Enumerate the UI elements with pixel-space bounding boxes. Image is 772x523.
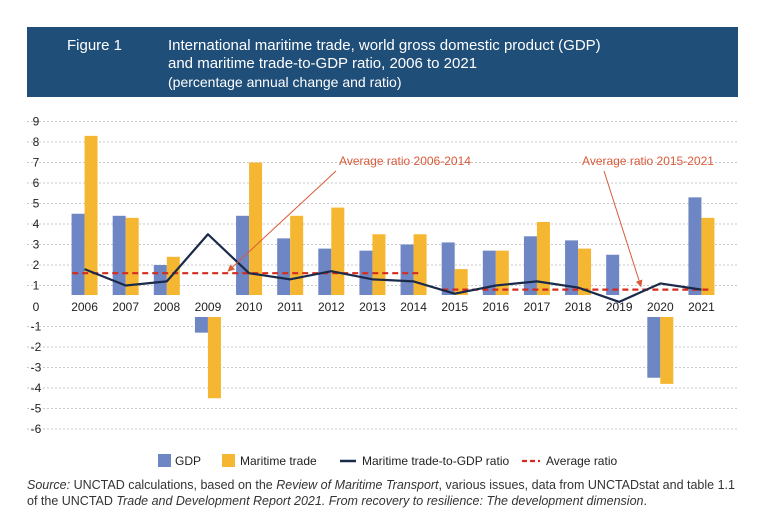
- x-tick-label: 2018: [565, 300, 592, 314]
- x-tick-label: 2007: [112, 300, 139, 314]
- y-tick-label: 2: [33, 258, 40, 272]
- gdp-bar: [71, 213, 85, 306]
- figure-label: Figure 1: [67, 37, 123, 54]
- gdp-bar: [606, 254, 620, 306]
- x-tick-label: 2016: [482, 300, 509, 314]
- source-italic-2: Trade and Development Report 2021. From …: [116, 494, 644, 508]
- gdp-bar: [688, 197, 702, 306]
- y-tick-label: 0: [33, 300, 40, 314]
- source-text-3: .: [643, 494, 647, 508]
- figure-title: International maritime trade, world gros…: [168, 37, 728, 91]
- maritime-bar: [207, 306, 221, 399]
- zero-line-group: [58, 295, 728, 317]
- x-tick-label: 2012: [318, 300, 345, 314]
- y-tick-label: -6: [31, 422, 42, 436]
- annotation-arrow-2006-2014: [227, 170, 337, 272]
- annotation-label-2006-2014: Average ratio 2006-2014: [339, 154, 471, 168]
- x-tick-label: 2011: [277, 300, 303, 314]
- legend-gdp-label: GDP: [175, 454, 201, 468]
- y-tick-label: 4: [33, 217, 40, 231]
- y-tick-label: -1: [31, 320, 42, 334]
- y-axis-labels: 9 8 7 6 5 4 3 2 1 0 -1 -2 -3 -4 -5 -6: [31, 115, 42, 437]
- gdp-bar: [236, 215, 250, 306]
- legend: GDP Maritime trade Maritime trade-to-GDP r…: [158, 454, 617, 468]
- average-lines: [72, 272, 710, 291]
- figure-title-line1: International maritime trade, world gros…: [168, 37, 601, 54]
- ratio-line-group: [84, 233, 702, 303]
- y-tick-label: 9: [33, 115, 40, 129]
- legend-gdp-swatch: [158, 454, 171, 467]
- maritime-bar: [84, 135, 98, 306]
- x-tick-label: 2014: [400, 300, 427, 314]
- x-tick-label: 2020: [647, 300, 674, 314]
- source-text-1: UNCTAD calculations, based on the: [70, 478, 277, 492]
- maritime-bar: [290, 215, 304, 306]
- x-tick-label: 2015: [441, 300, 468, 314]
- x-tick-label: 2010: [236, 300, 263, 314]
- y-tick-label: 1: [33, 279, 40, 293]
- maritime-bar: [249, 162, 263, 306]
- bars: [71, 135, 715, 399]
- legend-maritime-label: Maritime trade: [240, 454, 317, 468]
- maritime-bar: [331, 207, 345, 306]
- annotations: Average ratio 2006-2014 Average ratio 201…: [227, 154, 714, 288]
- gdp-bar: [482, 250, 496, 306]
- figure-header: Figure 1 International maritime trade, w…: [27, 27, 738, 97]
- y-tick-label: -3: [31, 361, 42, 375]
- x-tick-label: 2013: [359, 300, 386, 314]
- maritime-bar: [536, 221, 550, 306]
- x-tick-label: 2006: [71, 300, 98, 314]
- gdp-bar: [400, 244, 414, 306]
- maritime-bar: [495, 250, 509, 306]
- maritime-bar: [372, 234, 386, 306]
- source-text-2: , various issues, data from UNCTADstat a…: [27, 478, 735, 508]
- source-note: Source: UNCTAD calculations, based on th…: [27, 477, 747, 509]
- zero-band: [58, 295, 728, 317]
- figure-subtitle: (percentage annual change and ratio): [168, 74, 402, 90]
- figure-title-line2: and maritime trade-to-GDP ratio, 2006 to…: [168, 55, 478, 72]
- y-tick-label: 8: [33, 135, 40, 149]
- legend-maritime-swatch: [222, 454, 235, 467]
- y-tick-label: 6: [33, 176, 40, 190]
- y-tick-label: -5: [31, 402, 42, 416]
- y-tick-label: 3: [33, 238, 40, 252]
- x-tick-label: 2021: [688, 300, 715, 314]
- legend-ratio-label: Maritime trade-to-GDP ratio: [362, 454, 509, 468]
- maritime-bar: [125, 217, 139, 306]
- y-tick-label: -4: [31, 381, 42, 395]
- ratio-line: [84, 233, 702, 303]
- source-italic-1: Review of Maritime Transport: [276, 478, 439, 492]
- gdp-bar: [112, 215, 126, 306]
- grid: [27, 121, 738, 430]
- y-tick-label: 5: [33, 197, 40, 211]
- x-tick-label: 2009: [195, 300, 222, 314]
- y-tick-label: -2: [31, 340, 42, 354]
- x-tick-label: 2008: [153, 300, 180, 314]
- annotation-label-2015-2021: Average ratio 2015-2021: [582, 154, 714, 168]
- gdp-bar: [318, 248, 332, 306]
- x-tick-label: 2019: [606, 300, 633, 314]
- maritime-bar: [660, 306, 674, 384]
- gdp-bar: [647, 306, 661, 378]
- source-prefix: Source:: [27, 478, 71, 492]
- annotation-arrow-2015-2021: [603, 170, 643, 288]
- legend-average-label: Average ratio: [546, 454, 617, 468]
- x-tick-label: 2017: [524, 300, 551, 314]
- maritime-bar: [413, 234, 427, 306]
- y-tick-label: 7: [33, 156, 40, 170]
- maritime-bar: [701, 217, 715, 306]
- x-axis-labels: 2006 2007 2008 2009 2010 2011 2012 2013 2014 2015…: [71, 300, 715, 314]
